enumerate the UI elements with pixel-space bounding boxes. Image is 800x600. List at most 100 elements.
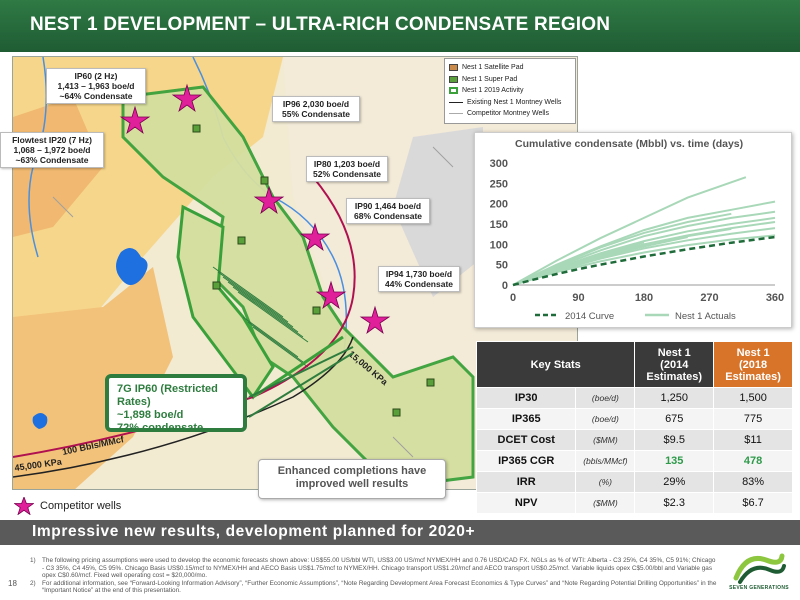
hatch-wells bbox=[212, 266, 309, 368]
legend-item-satellite-pad: Nest 1 Satellite Pad bbox=[449, 62, 571, 74]
header-line: (2014 bbox=[660, 358, 689, 371]
star-icon bbox=[14, 497, 34, 515]
x-tick-label: 270 bbox=[700, 292, 718, 304]
callout-ip94: IP94 1,730 boe/d 44% Condensate bbox=[378, 266, 460, 292]
pipeline-red bbox=[13, 176, 356, 458]
footnotes: 1) The following pricing assumptions wer… bbox=[30, 557, 718, 595]
callout-line: Enhanced completions have bbox=[277, 465, 427, 477]
legend-label: Nest 1 Satellite Pad bbox=[462, 64, 524, 72]
summary-banner: Impressive new results, development plan… bbox=[0, 520, 800, 545]
footnote: 2) For additional information, see “Forw… bbox=[30, 580, 718, 595]
stats-row: NPV ($MM) $2.3 $6.7 bbox=[475, 492, 793, 514]
competitor-star bbox=[253, 185, 285, 215]
header-line: Nest 1 bbox=[657, 346, 691, 359]
legend-label: Nest 1 Super Pad bbox=[462, 75, 518, 83]
stats-value-2014: 675 bbox=[634, 408, 715, 430]
legend-label: Existing Nest 1 Montney Wells bbox=[467, 98, 562, 106]
legend-item-existing-wells: Existing Nest 1 Montney Wells bbox=[449, 97, 571, 109]
stats-value-2014: 135 bbox=[634, 450, 715, 472]
page-title: NEST 1 DEVELOPMENT – ULTRA-RICH CONDENSA… bbox=[30, 14, 611, 35]
competitor-star bbox=[299, 222, 331, 252]
stats-value-2014: 1,250 bbox=[634, 387, 715, 409]
stats-header-2014: Nest 1 (2014 Estimates) bbox=[634, 341, 715, 388]
y-tick-label: 50 bbox=[496, 260, 508, 272]
callout-line: 68% Condensate bbox=[353, 211, 423, 221]
condensate-chart: Cumulative condensate (Mbbl) vs. time (d… bbox=[474, 132, 792, 328]
stats-row: IP365 CGR (bbls/MMcf) 135 478 bbox=[475, 450, 793, 472]
curve-2014-line bbox=[512, 235, 776, 287]
callout-line: 55% Condensate bbox=[281, 109, 351, 119]
stats-value-2018: 478 bbox=[713, 450, 793, 472]
legend-item-2019-activity: Nest 1 2019 Activity bbox=[449, 85, 571, 97]
stats-value-2014: $9.5 bbox=[634, 429, 715, 451]
header-line: (2018 bbox=[739, 358, 768, 371]
callout-line: 72% condensate bbox=[117, 422, 204, 434]
actuals-series-line bbox=[512, 236, 688, 286]
y-tick-label: 0 bbox=[502, 280, 508, 292]
callout-line: Flowtest IP20 (7 Hz) bbox=[12, 135, 92, 145]
callout-line: 7G IP60 (Restricted Rates) bbox=[117, 383, 218, 408]
callout-ip90: IP90 1,464 boe/d 68% Condensate bbox=[346, 198, 430, 224]
callout-line: IP60 (2 Hz) bbox=[74, 71, 118, 81]
stats-unit: (bbls/MMcf) bbox=[575, 450, 636, 472]
stats-row: DCET Cost ($MM) $9.5 $11 bbox=[475, 429, 793, 451]
callout-line: 1,068 – 1,972 boe/d bbox=[13, 145, 91, 155]
stats-label: IP365 CGR bbox=[475, 450, 577, 472]
footnote: 1) The following pricing assumptions wer… bbox=[30, 557, 718, 580]
existing-wells-line bbox=[449, 101, 463, 103]
header-line: Nest 1 bbox=[736, 346, 770, 359]
legend-label-actuals: Nest 1 Actuals bbox=[675, 311, 736, 322]
callout-line: IP90 1,464 boe/d bbox=[354, 201, 422, 211]
stats-value-2014: $2.3 bbox=[634, 492, 715, 514]
callout-line: ~64% Condensate bbox=[59, 91, 133, 101]
actuals-series-line bbox=[512, 212, 732, 286]
competitor-star bbox=[315, 280, 347, 310]
callout-line: ~1,898 boe/d bbox=[117, 409, 184, 421]
map-lake bbox=[116, 248, 148, 286]
legend-label: Competitor Montney Wells bbox=[467, 110, 549, 118]
y-tick-label: 250 bbox=[490, 178, 508, 190]
callout-line: IP80 1,203 boe/d bbox=[313, 159, 381, 169]
stats-value-2018: $6.7 bbox=[713, 492, 793, 514]
competitor-stars bbox=[119, 83, 391, 335]
callout-ip60: IP60 (2 Hz) 1,413 – 1,963 boe/d ~64% Con… bbox=[46, 68, 146, 104]
competitor-star bbox=[171, 83, 203, 113]
header-line: Estimates) bbox=[725, 370, 781, 383]
callout-ip80: IP80 1,203 boe/d 52% Condensate bbox=[306, 156, 388, 182]
stats-unit: ($MM) bbox=[575, 492, 636, 514]
y-tick-label: 150 bbox=[490, 219, 508, 231]
actuals-series-line bbox=[512, 234, 776, 286]
map-zone-grey bbox=[393, 127, 483, 297]
stats-unit: ($MM) bbox=[575, 429, 636, 451]
stats-unit: (boe/d) bbox=[575, 387, 636, 409]
y-tick-label: 300 bbox=[490, 158, 508, 170]
x-tick-label: 180 bbox=[635, 292, 653, 304]
callout-line: ~63% Condensate bbox=[15, 155, 89, 165]
chart-title: Cumulative condensate (Mbbl) vs. time (d… bbox=[515, 138, 744, 150]
competitor-wells-legend: Competitor wells bbox=[14, 497, 121, 515]
stats-value-2018: $11 bbox=[713, 429, 793, 451]
stats-value-2018: 1,500 bbox=[713, 387, 793, 409]
stats-value-2018: 775 bbox=[713, 408, 793, 430]
competitor-wells-line bbox=[449, 113, 463, 115]
ig-callout-pointer-2 bbox=[248, 352, 354, 418]
stats-header-key: Key Stats bbox=[475, 341, 636, 388]
header-line: Estimates) bbox=[646, 370, 703, 383]
callout-line: 44% Condensate bbox=[384, 279, 454, 289]
super-pads bbox=[192, 124, 435, 417]
x-tick-label: 0 bbox=[510, 292, 516, 304]
stats-header-2018: Nest 1 (2018 Estimates) bbox=[713, 341, 793, 388]
ig-callout-pointer bbox=[248, 346, 354, 398]
legend-label: Nest 1 2019 Activity bbox=[462, 87, 524, 95]
stats-label: DCET Cost bbox=[475, 429, 577, 451]
stats-value-2018: 83% bbox=[713, 471, 793, 493]
stats-label: IP365 bbox=[475, 408, 577, 430]
competitor-wells-label: Competitor wells bbox=[40, 500, 122, 512]
header-bar: NEST 1 DEVELOPMENT – ULTRA-RICH CONDENSA… bbox=[0, 0, 800, 52]
callout-7g-ip60: 7G IP60 (Restricted Rates) ~1,898 boe/d … bbox=[105, 374, 247, 434]
development-area-west bbox=[176, 204, 275, 400]
y-tick-label: 100 bbox=[490, 239, 508, 251]
page-number: 18 bbox=[8, 579, 17, 588]
company-logo: SEVEN GENERATIONS bbox=[726, 548, 792, 596]
callout-flowtest: Flowtest IP20 (7 Hz) 1,068 – 1,972 boe/d… bbox=[0, 132, 104, 168]
